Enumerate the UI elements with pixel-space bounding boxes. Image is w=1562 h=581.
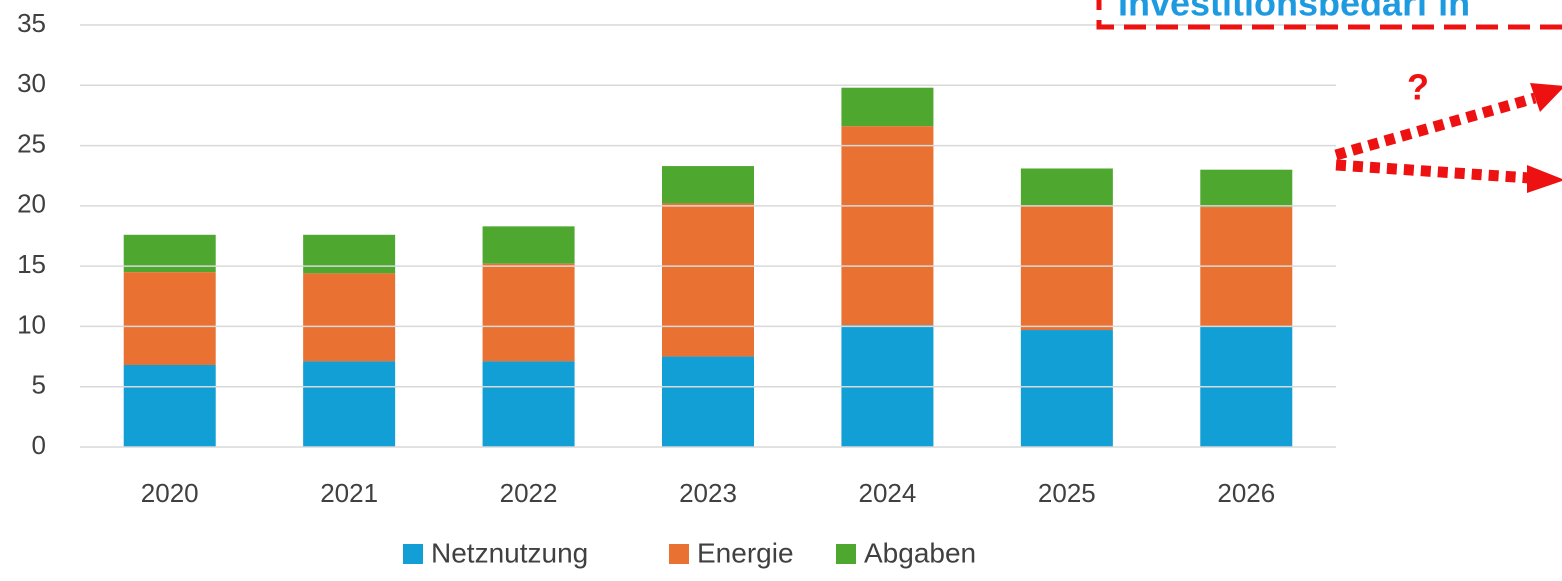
bar-segment	[303, 273, 396, 362]
y-tick-label: 10	[17, 309, 46, 339]
annotation-question: ?	[1407, 67, 1429, 108]
x-tick-label: 2024	[859, 478, 917, 508]
annotation-arrows	[1334, 92, 1537, 184]
legend-label: Energie	[697, 537, 794, 568]
y-tick-label: 30	[17, 68, 46, 98]
legend-swatch	[403, 544, 423, 564]
bar-segment	[841, 126, 934, 326]
y-tick-label: 20	[17, 189, 46, 219]
bar-segment	[662, 166, 754, 204]
bar-segment	[123, 365, 216, 447]
y-tick-label: 0	[32, 430, 46, 460]
x-tick-label: 2021	[320, 478, 378, 508]
x-tick-label: 2026	[1217, 478, 1275, 508]
x-tick-label: 2022	[500, 478, 558, 508]
legend-swatch	[669, 544, 689, 564]
arrow-head	[1530, 83, 1562, 112]
bar-segment	[1020, 205, 1113, 331]
bar-segment	[303, 234, 396, 274]
x-tick-label: 2020	[141, 478, 199, 508]
y-tick-label: 35	[17, 8, 46, 38]
legend-swatch	[836, 544, 856, 564]
bar-segment	[482, 263, 575, 362]
bar-segment	[482, 226, 575, 264]
bar-segment	[662, 356, 754, 447]
annotation-text: Investitionsbedarf in	[1118, 0, 1470, 24]
bar-segment	[1020, 168, 1113, 206]
legend-label: Netznutzung	[431, 537, 588, 568]
y-tick-label: 15	[17, 249, 46, 279]
bar-segment	[662, 203, 754, 357]
y-tick-label: 25	[17, 128, 46, 158]
y-tick-label: 5	[32, 370, 46, 400]
bar-segment	[841, 87, 934, 127]
arrow-head	[1527, 165, 1562, 193]
bar-segment	[123, 272, 216, 366]
annotation-box	[1096, 0, 1562, 30]
bar-segment	[1020, 330, 1113, 447]
bar-segment	[303, 361, 396, 447]
bar-segment	[1200, 169, 1293, 208]
bar-segment	[482, 361, 575, 447]
legend-label: Abgaben	[864, 537, 976, 568]
x-tick-label: 2023	[679, 478, 737, 508]
x-tick-label: 2025	[1038, 478, 1096, 508]
